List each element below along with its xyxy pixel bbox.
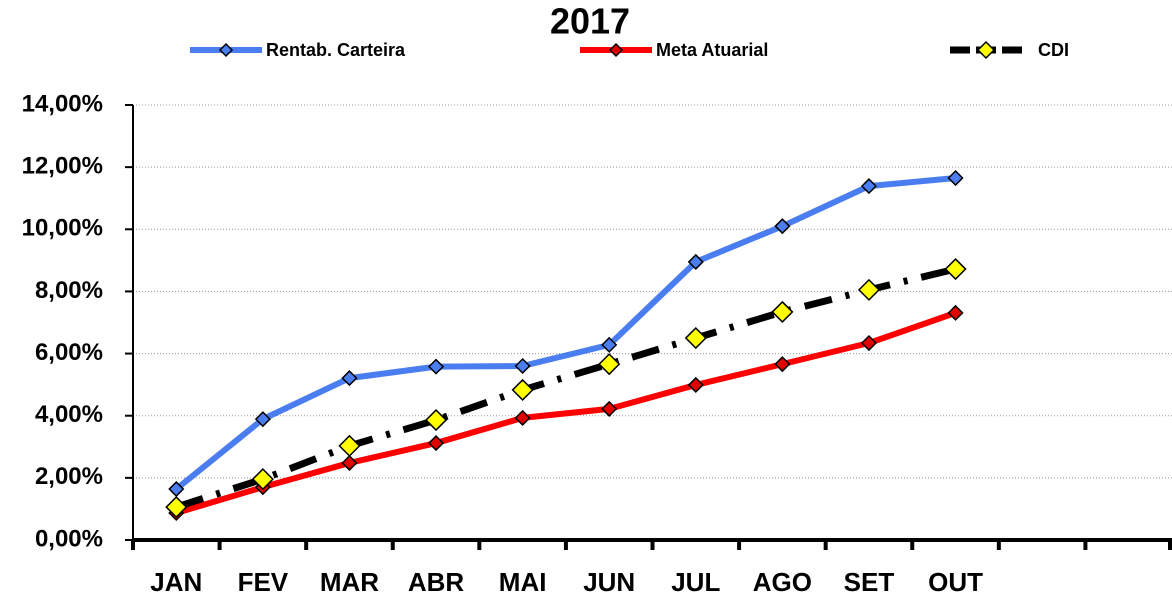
data-point <box>601 336 618 353</box>
data-point <box>944 257 967 281</box>
data-point <box>341 454 358 472</box>
data-point <box>947 169 964 187</box>
x-tick-label: JUL <box>671 567 720 597</box>
data-point <box>774 356 791 373</box>
data-point <box>687 253 704 270</box>
data-point <box>601 400 618 417</box>
y-tick-label: 8,00% <box>35 277 103 304</box>
data-point <box>598 353 621 376</box>
data-point <box>774 218 791 235</box>
data-point <box>427 434 445 452</box>
data-point <box>254 411 271 428</box>
y-tick-label: 10,00% <box>22 215 103 242</box>
data-point <box>251 468 274 491</box>
data-point <box>427 358 445 375</box>
data-point <box>424 409 448 432</box>
y-tick-label: 14,00% <box>22 90 103 117</box>
data-point <box>514 409 531 426</box>
data-point <box>338 434 361 457</box>
data-point <box>860 334 878 352</box>
y-tick-label: 4,00% <box>35 401 103 428</box>
chart-title: 2017 <box>550 1 630 42</box>
x-tick-label: ABR <box>408 567 465 597</box>
legend-marker <box>218 42 234 58</box>
y-tick-label: 0,00% <box>35 525 103 552</box>
x-tick-label: SET <box>844 567 895 597</box>
legend-marker <box>608 42 624 58</box>
x-tick-label: JUN <box>583 567 635 597</box>
x-tick-label: AGO <box>753 567 812 597</box>
y-tick-label: 6,00% <box>35 339 103 366</box>
legend-label: Rentab. Carteira <box>266 40 406 60</box>
data-point <box>684 326 707 350</box>
x-tick-label: JAN <box>150 567 202 597</box>
legend-label: Meta Atuarial <box>656 40 768 60</box>
x-tick-label: FEV <box>238 567 289 597</box>
legend-marker <box>976 40 996 60</box>
legend-label: CDI <box>1038 40 1069 60</box>
data-point <box>514 357 531 375</box>
data-point <box>860 178 878 195</box>
series-line <box>175 265 957 511</box>
data-point <box>341 370 358 387</box>
x-tick-label: OUT <box>928 567 983 597</box>
x-tick-label: MAR <box>320 567 379 597</box>
y-tick-label: 2,00% <box>35 463 103 490</box>
series-line <box>174 175 956 492</box>
data-point <box>165 496 188 519</box>
x-tick-label: MAI <box>499 567 547 597</box>
data-point <box>511 378 534 401</box>
data-point <box>771 300 794 323</box>
data-point <box>857 278 881 301</box>
data-point <box>687 376 704 394</box>
y-tick-label: 12,00% <box>22 152 103 179</box>
series-line <box>175 310 957 516</box>
data-point <box>947 304 964 321</box>
